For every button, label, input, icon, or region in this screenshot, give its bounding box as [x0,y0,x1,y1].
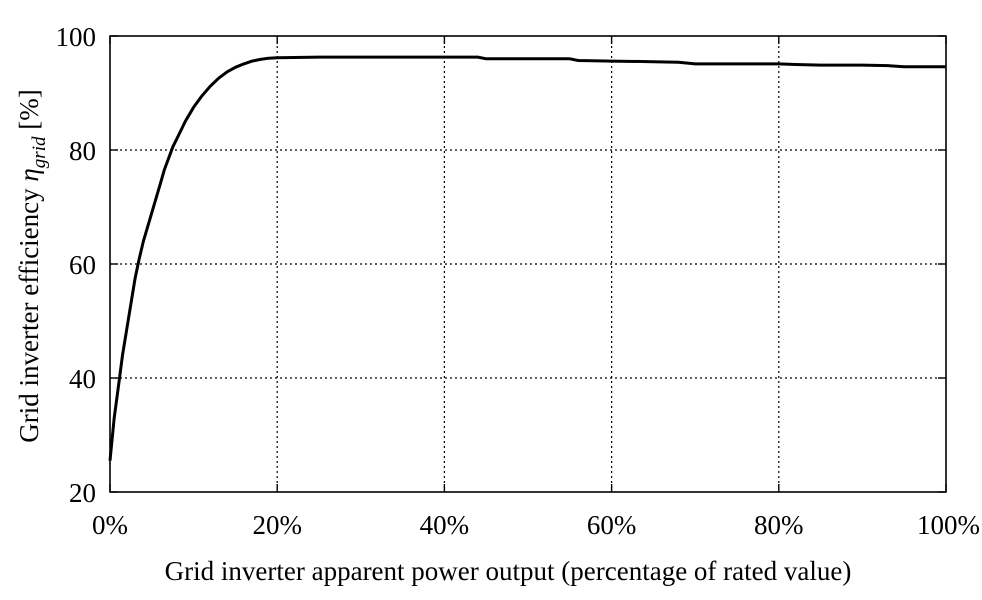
y-tick-labels: 20 40 60 80 100 [56,22,97,508]
x-tick-label: 0% [92,510,128,540]
x-tick-label: 100% [917,510,980,540]
y-tick-label: 40 [69,364,96,394]
y-tick-label: 100 [56,22,97,52]
x-tick-labels: 0% 20% 40% 60% 80% 100% [92,510,980,540]
y-axis-label: Grid inverter efficiency ηgrid [%] [14,89,50,442]
y-tick-label: 20 [69,478,96,508]
y-axis-label-subscript: grid [29,136,50,168]
tick-layer [109,35,947,493]
y-tick-label: 80 [69,136,96,166]
grid-layer [110,36,946,492]
efficiency-curve [108,55,946,461]
y-axis-label-prefix: Grid inverter efficiency [14,182,44,443]
x-axis-label: Grid inverter apparent power output (per… [165,556,852,586]
y-axis-label-symbol: η [14,168,44,181]
x-tick-label: 60% [587,510,637,540]
y-axis-label-suffix: [%] [14,89,44,136]
x-tick-label: 40% [420,510,470,540]
y-tick-label: 60 [69,250,96,280]
x-tick-label: 80% [754,510,804,540]
x-tick-label: 20% [252,510,302,540]
